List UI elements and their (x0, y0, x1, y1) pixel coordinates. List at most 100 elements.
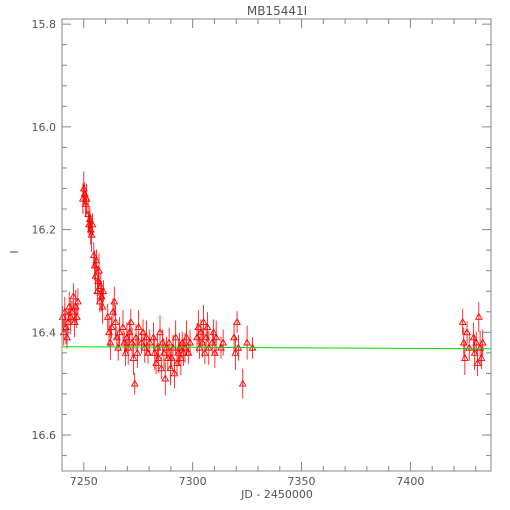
data-point (194, 310, 203, 345)
data-point (133, 337, 142, 368)
triangle-marker (459, 338, 468, 346)
data-point (238, 368, 247, 399)
y-tick-label: 16.4 (32, 326, 57, 339)
triangle-marker (199, 317, 208, 325)
triangle-marker (64, 317, 73, 325)
triangle-marker (171, 333, 180, 341)
data-point (186, 329, 195, 356)
data-point (134, 310, 143, 345)
x-tick-label: 7300 (179, 475, 207, 488)
data-point (163, 345, 172, 371)
data-point (70, 307, 79, 338)
data-point (98, 289, 107, 324)
triangle-marker (79, 184, 88, 192)
x-axis-label: JD - 2450000 (240, 488, 313, 501)
triangle-marker (154, 353, 163, 361)
triangle-marker (99, 287, 108, 295)
triangle-marker (133, 348, 142, 356)
data-point (107, 316, 116, 339)
data-point (106, 325, 115, 360)
triangle-marker (458, 317, 467, 325)
data-point (61, 310, 70, 345)
triangle-marker (72, 312, 81, 320)
data-point (182, 320, 191, 355)
triangle-marker (129, 353, 138, 361)
data-point (473, 350, 482, 377)
triangle-marker (81, 199, 90, 207)
data-point (130, 372, 139, 395)
triangle-marker (203, 323, 212, 331)
data-point (171, 320, 180, 355)
model-line (61, 346, 492, 350)
data-point (92, 249, 101, 272)
data-point (94, 265, 103, 296)
data-point (103, 303, 112, 330)
data-point (69, 283, 78, 310)
triangle-marker (209, 328, 218, 336)
data-point (111, 305, 120, 340)
triangle-marker (478, 338, 487, 346)
data-point (458, 309, 467, 336)
data-points (58, 171, 487, 399)
triangle-marker (94, 276, 103, 284)
triangle-marker (161, 374, 170, 382)
data-point (161, 361, 170, 396)
triangle-marker (93, 287, 102, 295)
chart-title: MB15441I (247, 4, 307, 18)
triangle-marker (460, 353, 469, 361)
data-point (465, 334, 474, 361)
triangle-marker (87, 230, 96, 238)
data-point (474, 301, 483, 332)
triangle-marker (106, 338, 115, 346)
plot-frame (61, 18, 492, 472)
data-point (469, 322, 478, 353)
triangle-marker (118, 323, 127, 331)
axis-ticks: 7250 7300 7350 7400 15.8 16.0 16.2 16.4 16.6 (32, 18, 491, 488)
data-point (115, 317, 124, 348)
triangle-marker (165, 338, 174, 346)
triangle-marker (145, 338, 154, 346)
triangle-marker (139, 328, 147, 336)
triangle-marker (111, 317, 120, 325)
triangle-marker (473, 359, 482, 366)
data-point (81, 190, 90, 217)
triangle-marker (469, 333, 478, 341)
y-tick-label: 16.2 (32, 224, 57, 237)
data-point (200, 341, 209, 364)
triangle-marker (73, 297, 82, 305)
triangle-marker (474, 312, 483, 320)
data-point (170, 358, 179, 389)
data-point (209, 319, 218, 346)
y-axis-label: I (8, 250, 21, 253)
triangle-marker (95, 266, 103, 274)
triangle-marker (200, 348, 209, 356)
data-point (477, 347, 486, 369)
x-tick-label: 7350 (288, 475, 316, 488)
data-point (71, 289, 80, 324)
data-point (159, 337, 168, 368)
triangle-marker (198, 338, 207, 346)
triangle-marker (472, 338, 481, 346)
triangle-marker (134, 323, 143, 331)
data-point (63, 326, 71, 349)
triangle-marker (69, 292, 78, 300)
data-point (99, 280, 108, 303)
triangle-marker (103, 312, 112, 320)
triangle-marker (182, 333, 191, 341)
y-tick-label: 16.6 (32, 429, 57, 442)
triangle-marker (243, 338, 252, 346)
y-tick-label: 15.8 (32, 18, 57, 31)
triangle-marker (58, 312, 67, 320)
data-point (165, 327, 174, 358)
data-point (212, 320, 221, 355)
triangle-marker (465, 343, 474, 351)
triangle-marker (463, 328, 472, 336)
triangle-marker (70, 317, 79, 325)
triangle-marker (68, 307, 76, 315)
triangle-marker (176, 353, 185, 361)
data-point (199, 305, 208, 340)
data-point (95, 253, 103, 288)
data-point (126, 309, 135, 336)
